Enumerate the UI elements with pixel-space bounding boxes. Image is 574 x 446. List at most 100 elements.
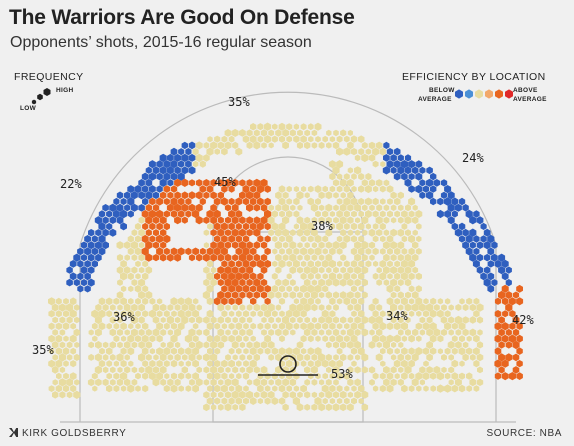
shot-hex (210, 216, 217, 225)
shot-hex (300, 222, 308, 231)
shot-hex (167, 378, 174, 387)
shot-hex (426, 178, 434, 187)
shot-hex (512, 366, 520, 374)
shot-hex (206, 372, 214, 380)
shot-hex (95, 341, 102, 349)
shot-hex (361, 328, 369, 337)
shot-hex (365, 223, 371, 230)
shot-hex (55, 347, 62, 355)
shot-hex (315, 260, 321, 268)
shot-hex (315, 373, 321, 380)
shot-hex (361, 291, 368, 299)
shot-hex (505, 328, 512, 336)
shot-hex (224, 378, 232, 387)
shot-hex (332, 403, 340, 412)
shot-hex (393, 334, 401, 343)
shot-hex (483, 278, 491, 287)
shot-hex (217, 316, 225, 324)
shot-hex (390, 154, 397, 162)
shot-hex (264, 222, 271, 231)
shot-hex (152, 254, 160, 262)
shot-hex (310, 266, 318, 275)
shot-hex (433, 304, 440, 311)
shot-hex (376, 267, 382, 274)
shot-hex (274, 241, 282, 250)
shot-hex (195, 203, 203, 212)
shot-hex (282, 328, 289, 336)
shot-hex (311, 379, 318, 386)
shot-hex (88, 229, 95, 237)
shot-hex (325, 316, 333, 324)
shot-hex (296, 303, 304, 312)
shot-hex (105, 297, 113, 306)
shot-hex (310, 291, 318, 300)
shot-hex (397, 291, 404, 299)
shot-hex (120, 272, 128, 281)
shot-hex (459, 335, 465, 343)
shot-hex (300, 384, 307, 393)
shot-hex (77, 247, 84, 256)
shot-hex (152, 241, 160, 249)
shot-hex (170, 322, 178, 330)
shot-hex (340, 229, 347, 237)
shot-hex (102, 228, 109, 237)
shot-hex (148, 309, 156, 318)
shot-hex (113, 297, 120, 305)
shot-hex (347, 354, 354, 361)
shot-hex (494, 259, 502, 268)
shot-hex (272, 248, 278, 255)
shot-hex (152, 204, 160, 212)
shot-hex (451, 359, 459, 368)
shot-hex (387, 247, 393, 255)
shot-hex (405, 291, 411, 299)
shot-hex (416, 335, 422, 342)
shot-hex (58, 378, 66, 387)
shot-hex (224, 229, 232, 237)
shot-hex (332, 328, 340, 337)
shot-hex (128, 323, 134, 330)
shot-hex (282, 191, 289, 199)
shot-hex (469, 316, 477, 324)
shot-hex (368, 315, 376, 324)
shot-hex (69, 309, 77, 318)
shot-hex (120, 360, 127, 368)
shot-hex (336, 273, 343, 280)
shot-hex (142, 297, 149, 305)
chart-subtitle: Opponents’ shots, 2015-16 regular season (10, 34, 312, 51)
shot-hex (249, 359, 257, 368)
shot-hex (369, 204, 375, 211)
shot-hex (268, 329, 275, 336)
shot-hex (390, 366, 397, 374)
shot-hex (271, 222, 279, 231)
shot-hex (278, 222, 286, 231)
shot-hex (307, 335, 314, 343)
shot-hex (296, 191, 304, 200)
shot-hex (416, 310, 422, 317)
shot-hex (228, 222, 235, 231)
shot-hex (203, 142, 210, 149)
shot-hex (152, 216, 160, 224)
shot-hex (279, 335, 285, 343)
shot-hex (239, 328, 246, 337)
shot-hex (235, 210, 243, 218)
shot-hex (386, 322, 394, 331)
shot-hex (225, 316, 231, 324)
shot-hex (135, 323, 141, 330)
shot-hex (422, 310, 430, 318)
shot-hex (376, 341, 382, 348)
shot-hex (336, 135, 343, 143)
shot-hex (383, 204, 390, 211)
shot-hex (351, 273, 357, 280)
shot-hex (501, 272, 509, 281)
shot-hex (232, 304, 238, 311)
shot-hex (365, 173, 372, 181)
shot-hex (365, 248, 372, 255)
shot-hex (264, 334, 271, 343)
shot-hex (487, 260, 494, 268)
shot-hex (393, 172, 401, 181)
shot-hex (458, 222, 466, 231)
shot-hex (394, 260, 401, 268)
shot-hex (62, 384, 70, 393)
shot-hex (185, 148, 192, 156)
shot-hex (112, 209, 120, 219)
